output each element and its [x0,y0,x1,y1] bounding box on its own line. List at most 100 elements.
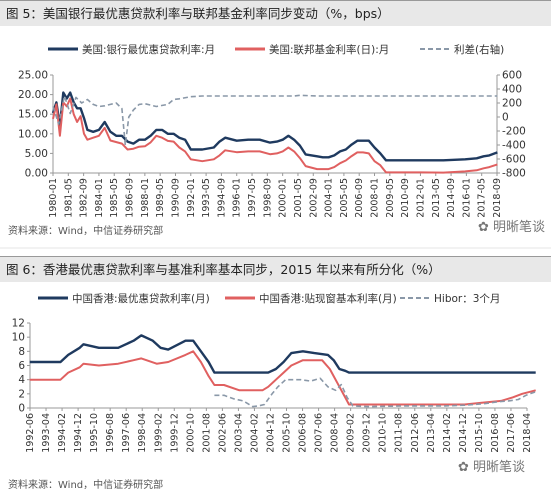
x-tick-label: 1980-01 [48,178,59,218]
watermark-text: 明晰笔谈 [493,220,546,235]
x-tick-label: 2006-09 [354,178,365,218]
y-left-tick-label: 10 [12,332,25,344]
hk-rates-chart: 0 2 4 6 8 10 12 1992-06 1993-04 1994-02 1994-12 199… [12,292,536,453]
y-right-tick-label: 0 [502,112,509,124]
x-tick-label: 2018-04 [522,413,533,453]
x-tick-label: 1993-05 [201,178,212,218]
x-tick-label: 2012-01 [415,178,426,218]
x-tick-label: 2008-01 [370,178,381,218]
legend-label-0: 中国香港:最优惠贷款利率(月) [72,292,210,305]
chart-panel-hk: 图 6：香港最优惠贷款利率与基准利率基本同步，2015 年以来有所分化（%） 0… [0,256,551,496]
x-tick-label: 1999-12 [169,413,180,453]
series-line-1 [52,97,498,174]
x-tick-label: 2008-04 [330,413,341,453]
y-left-tick-label: 5.00 [25,148,48,160]
x-tick-label: 1986-09 [125,178,136,218]
x-tick-label: 2004-01 [324,178,335,218]
x-tick-label: 1985-05 [109,178,120,218]
watermark-text: 明晰笔谈 [473,460,526,475]
y-right-tick-label: 600 [502,70,522,82]
series-line-2 [52,94,498,146]
y-left-tick-label: 20.00 [18,89,48,101]
y-right-tick-label: -800 [502,168,526,180]
y-right-tick-label: -400 [502,140,526,152]
x-tick-label: 2018-09 [492,178,503,218]
y-left-tick-label: 2 [18,388,25,400]
x-tick-label: 2001-05 [293,178,304,218]
x-tick-label: 1984-01 [94,178,105,218]
x-tick-label: 1994-09 [216,178,227,218]
x-tick-label: 2002-06 [217,413,228,453]
x-tick-label: 2000-01 [278,178,289,218]
x-tick-label: 2009-05 [385,178,396,218]
x-tick-label: 2005-10 [282,413,293,453]
chart-panel-us: 图 5：美国银行最优惠贷款利率与联邦基金利率同步变动（%，bps） 0.00 5.… [0,0,551,240]
x-tick-label: 2002-09 [308,178,319,218]
y-right-tick-label: 400 [502,84,522,96]
watermark-us: ✿ 明晰笔谈 [478,216,545,235]
x-tick-label: 1996-08 [105,413,116,453]
panel-divider [0,247,551,249]
x-tick-label: 1995-10 [89,413,100,453]
x-tick-label: 1988-01 [140,178,151,218]
x-tick-label: 2014-02 [442,413,453,453]
legend-label-1: 美国:联邦基金利率(日):月 [269,43,389,56]
x-tick-label: 2007-06 [314,413,325,453]
y-right-tick-label: -200 [502,126,526,138]
x-tick-label: 2009-12 [362,413,373,453]
x-tick-label: 2016-08 [490,413,501,453]
x-tick-label: 2009-02 [346,413,357,453]
y-left-tick-label: 8 [18,346,25,358]
source-note-us: 资料来源：Wind，中信证券研究部 [8,226,164,237]
chart-title-us: 图 5：美国银行最优惠贷款利率与联邦基金利率同步变动（%，bps） [0,0,551,26]
us-rates-chart: 0.00 5.00 10.00 15.00 20.00 25.00 -800 -600 -400… [18,43,526,218]
x-tick-label: 2004-02 [249,413,260,453]
x-tick-label: 2016-01 [461,178,472,218]
x-tick-label: 2004-12 [265,413,276,453]
x-tick-label: 1999-02 [153,413,164,453]
legend-label-2: 利差(右轴) [454,43,504,56]
wechat-icon: ✿ [458,460,474,475]
x-tick-label: 2017-05 [477,178,488,218]
y-left-tick-label: 0 [18,403,25,415]
chart-title-hk: 图 6：香港最优惠贷款利率与基准利率基本同步，2015 年以来有所分化（%） [0,256,551,282]
x-tick-label: 2005-05 [339,178,350,218]
legend-label-1: 中国香港:贴现窗基本利率(月) [259,292,397,305]
y-left-tick-label: 12 [12,318,25,330]
x-tick-label: 1990-09 [170,178,181,218]
x-tick-label: 2010-09 [400,178,411,218]
series-line-2 [214,377,536,408]
x-tick-label: 1992-01 [186,178,197,218]
x-tick-label: 2014-09 [446,178,457,218]
series-line-0 [51,91,498,162]
x-tick-label: 1981-05 [63,178,74,218]
series-line-0 [29,334,536,374]
x-tick-label: 1982-09 [79,178,90,218]
x-tick-label: 1998-09 [262,178,273,218]
y-left-tick-label: 15.00 [18,109,48,121]
x-tick-label: 1997-05 [247,178,258,218]
x-tick-label: 2010-10 [378,413,389,453]
x-tick-label: 2015-10 [474,413,485,453]
y-left-tick-label: 6 [18,360,25,372]
x-tick-label: 1992-06 [25,413,36,453]
x-tick-label: 1993-04 [41,413,52,453]
x-tick-label: 2013-04 [426,413,437,453]
y-left-tick-label: 0.00 [25,168,48,180]
x-tick-label: 1994-12 [73,413,84,453]
wechat-icon: ✿ [478,220,494,235]
watermark-hk: ✿ 明晰笔谈 [458,456,525,475]
x-tick-label: 1996-01 [232,178,243,218]
x-tick-label: 2012-06 [410,413,421,453]
y-left-tick-label: 4 [18,374,25,386]
x-tick-label: 2001-08 [201,413,212,453]
x-tick-label: 2011-08 [394,413,405,453]
legend-label-0: 美国:银行最优惠贷款利率:月 [82,43,215,56]
source-note-hk: 资料来源：Wind，中信证券研究部 [8,480,164,491]
y-left-tick-label: 10.00 [18,128,48,140]
x-tick-label: 2013-05 [431,178,442,218]
x-tick-label: 1998-04 [137,413,148,453]
legend-label-2: Hibor：3个月 [434,293,500,305]
y-right-tick-label: 200 [502,98,522,110]
x-tick-label: 2000-10 [185,413,196,453]
